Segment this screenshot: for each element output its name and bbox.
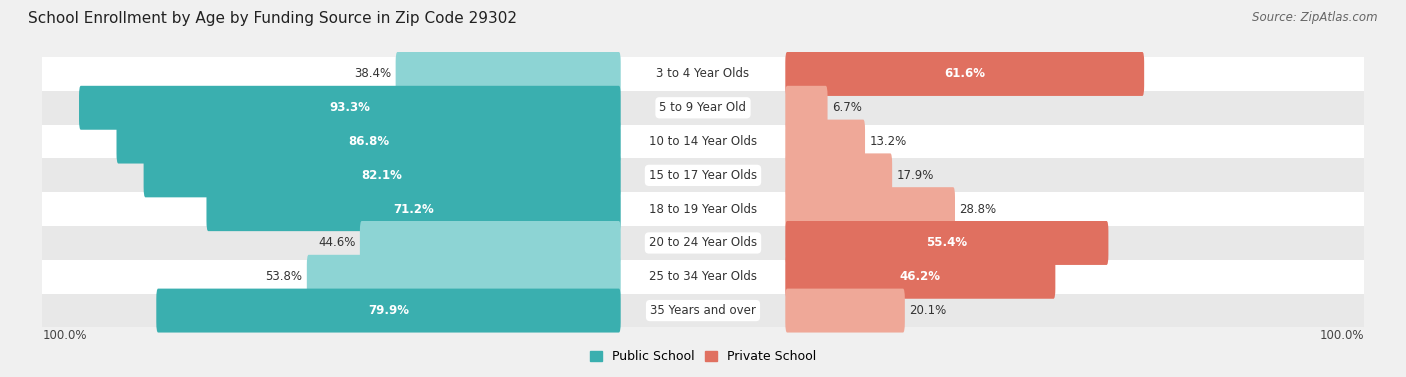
Text: 93.3%: 93.3%	[329, 101, 370, 114]
Text: 28.8%: 28.8%	[959, 203, 997, 216]
FancyBboxPatch shape	[786, 255, 1056, 299]
Text: 86.8%: 86.8%	[349, 135, 389, 148]
FancyBboxPatch shape	[786, 221, 1108, 265]
FancyBboxPatch shape	[42, 226, 1364, 260]
FancyBboxPatch shape	[156, 289, 620, 333]
FancyBboxPatch shape	[395, 52, 620, 96]
Text: 5 to 9 Year Old: 5 to 9 Year Old	[659, 101, 747, 114]
Text: 44.6%: 44.6%	[318, 236, 356, 250]
Text: 15 to 17 Year Olds: 15 to 17 Year Olds	[650, 169, 756, 182]
FancyBboxPatch shape	[360, 221, 620, 265]
Text: 20 to 24 Year Olds: 20 to 24 Year Olds	[650, 236, 756, 250]
Text: 79.9%: 79.9%	[368, 304, 409, 317]
Text: School Enrollment by Age by Funding Source in Zip Code 29302: School Enrollment by Age by Funding Sour…	[28, 11, 517, 26]
Text: 3 to 4 Year Olds: 3 to 4 Year Olds	[657, 67, 749, 80]
Text: 100.0%: 100.0%	[1319, 329, 1364, 342]
Text: 38.4%: 38.4%	[354, 67, 391, 80]
Text: 55.4%: 55.4%	[927, 236, 967, 250]
FancyBboxPatch shape	[143, 153, 620, 197]
Text: 61.6%: 61.6%	[945, 67, 986, 80]
Text: 17.9%: 17.9%	[897, 169, 934, 182]
FancyBboxPatch shape	[42, 260, 1364, 294]
Text: 71.2%: 71.2%	[394, 203, 434, 216]
Text: 20.1%: 20.1%	[910, 304, 946, 317]
FancyBboxPatch shape	[786, 86, 828, 130]
FancyBboxPatch shape	[786, 120, 865, 164]
Text: 18 to 19 Year Olds: 18 to 19 Year Olds	[650, 203, 756, 216]
FancyBboxPatch shape	[786, 52, 1144, 96]
FancyBboxPatch shape	[786, 187, 955, 231]
FancyBboxPatch shape	[42, 158, 1364, 192]
FancyBboxPatch shape	[207, 187, 620, 231]
FancyBboxPatch shape	[42, 91, 1364, 125]
FancyBboxPatch shape	[42, 125, 1364, 158]
Text: 46.2%: 46.2%	[900, 270, 941, 283]
FancyBboxPatch shape	[117, 120, 620, 164]
FancyBboxPatch shape	[79, 86, 620, 130]
Text: 53.8%: 53.8%	[266, 270, 302, 283]
FancyBboxPatch shape	[42, 57, 1364, 91]
Text: 82.1%: 82.1%	[361, 169, 402, 182]
Text: 25 to 34 Year Olds: 25 to 34 Year Olds	[650, 270, 756, 283]
Legend: Public School, Private School: Public School, Private School	[585, 345, 821, 368]
Text: 35 Years and over: 35 Years and over	[650, 304, 756, 317]
Text: Source: ZipAtlas.com: Source: ZipAtlas.com	[1253, 11, 1378, 24]
Text: 100.0%: 100.0%	[42, 329, 87, 342]
FancyBboxPatch shape	[42, 294, 1364, 328]
Text: 10 to 14 Year Olds: 10 to 14 Year Olds	[650, 135, 756, 148]
FancyBboxPatch shape	[307, 255, 620, 299]
Text: 6.7%: 6.7%	[832, 101, 862, 114]
Text: 13.2%: 13.2%	[869, 135, 907, 148]
FancyBboxPatch shape	[786, 289, 905, 333]
FancyBboxPatch shape	[42, 192, 1364, 226]
FancyBboxPatch shape	[786, 153, 893, 197]
